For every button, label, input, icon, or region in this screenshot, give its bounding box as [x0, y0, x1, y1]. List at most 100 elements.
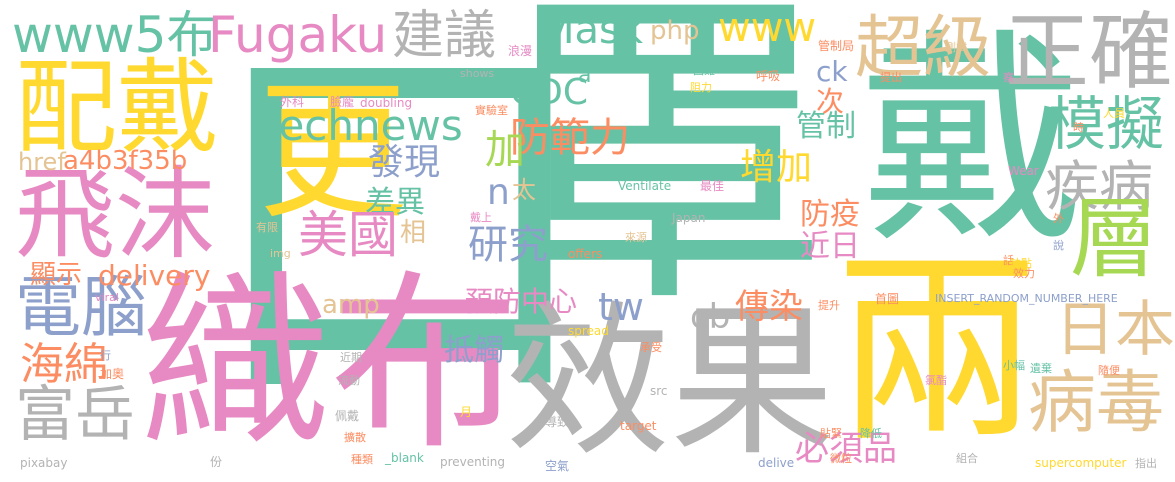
word-88: spread — [568, 324, 609, 338]
word-112: delive — [758, 456, 795, 470]
word-55: 臉龐 — [330, 95, 355, 109]
word-52: ck — [816, 55, 848, 88]
word-34: n — [487, 172, 510, 213]
word-109: _blank — [385, 451, 424, 465]
word-46: 必須品 — [795, 429, 897, 469]
word-32: 防範力 — [510, 115, 630, 161]
word-50: 近日 — [800, 229, 860, 264]
word-81: 缺點 — [1010, 257, 1032, 270]
word-35: 太 — [512, 176, 536, 204]
word-70: 管制局 — [818, 39, 855, 53]
word-47: 增加 — [740, 147, 813, 188]
word-26: 發現 — [368, 142, 441, 183]
word-19: www5布 — [12, 6, 217, 64]
word-97: 氯酯 — [925, 374, 947, 387]
word-37: href — [18, 148, 66, 176]
word-16: 電腦 — [15, 269, 147, 346]
word-10: 超級 — [855, 9, 992, 88]
word-9: 正確 — [1005, 3, 1174, 101]
word-72: 提出 — [880, 71, 902, 84]
word-96: 隨便 — [1098, 364, 1120, 377]
word-11: 模擬 — [1048, 90, 1165, 158]
word-92: 近期 — [340, 351, 362, 364]
word-105: 擴散 — [344, 431, 366, 444]
word-102: target — [620, 419, 657, 433]
word-41: tw — [598, 285, 644, 329]
word-101: 月 — [460, 405, 473, 419]
word-39: delivery — [98, 259, 211, 292]
word-104: 降低 — [860, 427, 882, 440]
word-107: 份 — [210, 455, 223, 469]
word-110: preventing — [440, 455, 506, 469]
word-56: doubling — [360, 96, 413, 110]
word-17: 富岳 — [15, 380, 135, 450]
word-94: 小幅 — [1003, 359, 1025, 372]
word-23: www — [718, 5, 817, 51]
word-84: viral — [95, 291, 119, 304]
word-87: INSERT_RANDOM_NUMBER_HERE — [935, 292, 1118, 305]
word-89: 承受 — [640, 341, 662, 354]
word-15: 病毒 — [1028, 364, 1165, 443]
word-108: 種類 — [351, 453, 373, 466]
word-116: 指出 — [1135, 457, 1157, 470]
word-60: 最佳 — [700, 179, 725, 193]
word-83: 戴上 — [470, 211, 492, 224]
word-51: 次 — [816, 85, 845, 118]
word-79: 說 — [1053, 239, 1064, 252]
word-114: 組合 — [956, 452, 978, 465]
word-0: 口 — [200, 0, 600, 457]
word-78: 外 — [1053, 212, 1064, 225]
word-75: 人員 — [1103, 107, 1125, 120]
word-7: 配戴 — [15, 49, 219, 168]
word-40: amp — [322, 290, 380, 320]
word-53: a — [578, 63, 592, 88]
word-99: 佩戴 — [335, 409, 360, 423]
word-80: 話 — [1003, 254, 1014, 267]
word-45: 傳染 — [735, 287, 803, 327]
word-71: 測試 — [945, 41, 967, 54]
word-76: 時 — [1073, 121, 1084, 134]
word-43: 抵觸 — [444, 333, 504, 368]
word-67: 困難 — [693, 64, 715, 77]
word-44: cb — [690, 297, 731, 337]
word-2: 戴 — [860, 11, 1085, 273]
word-21: 建議 — [392, 6, 497, 66]
word-100: 導致 — [545, 415, 570, 429]
word-86: 首圖 — [875, 292, 900, 306]
word-3: 織布 — [140, 254, 521, 475]
word-65: 浪漫 — [508, 44, 533, 58]
word-1: 罩 — [500, 0, 830, 347]
word-5: 兩 — [835, 233, 1040, 471]
word-58: img — [270, 247, 291, 260]
word-48: 管制 — [796, 109, 856, 144]
word-91: 加奧 — [100, 367, 125, 381]
word-57: 有限 — [256, 221, 278, 234]
word-20: Fugaku — [208, 6, 388, 64]
word-90: 行 — [100, 349, 111, 362]
word-8: 飛沫 — [15, 156, 215, 273]
word-113: 微粒 — [830, 452, 852, 465]
word-49: 防疫 — [800, 197, 860, 232]
word-111: 空氣 — [545, 459, 570, 473]
word-12: 疾病 — [1045, 155, 1153, 218]
word-36: a4b3f35b — [63, 146, 188, 176]
word-59: Ventilate — [618, 179, 672, 193]
word-38: 顯示 — [30, 260, 83, 290]
word-77: Wear — [1008, 164, 1039, 178]
word-95: 遺棄 — [1030, 362, 1052, 375]
word-61: Japan — [672, 211, 706, 225]
word-66: shows — [460, 67, 495, 80]
word-33: 加 — [485, 127, 525, 173]
word-69: 呼吸 — [756, 69, 781, 83]
word-29: 相 — [400, 218, 427, 248]
word-63: offers — [568, 247, 603, 261]
word-64: 來源 — [625, 231, 647, 244]
word-98: src — [650, 384, 668, 398]
word-62: COVID — [695, 247, 734, 261]
word-24: php — [650, 16, 700, 46]
word-54: 外科 — [280, 95, 305, 109]
word-106: pixabay — [20, 456, 68, 470]
word-103: 貼緊 — [820, 427, 842, 440]
word-27: 差異 — [365, 185, 425, 220]
